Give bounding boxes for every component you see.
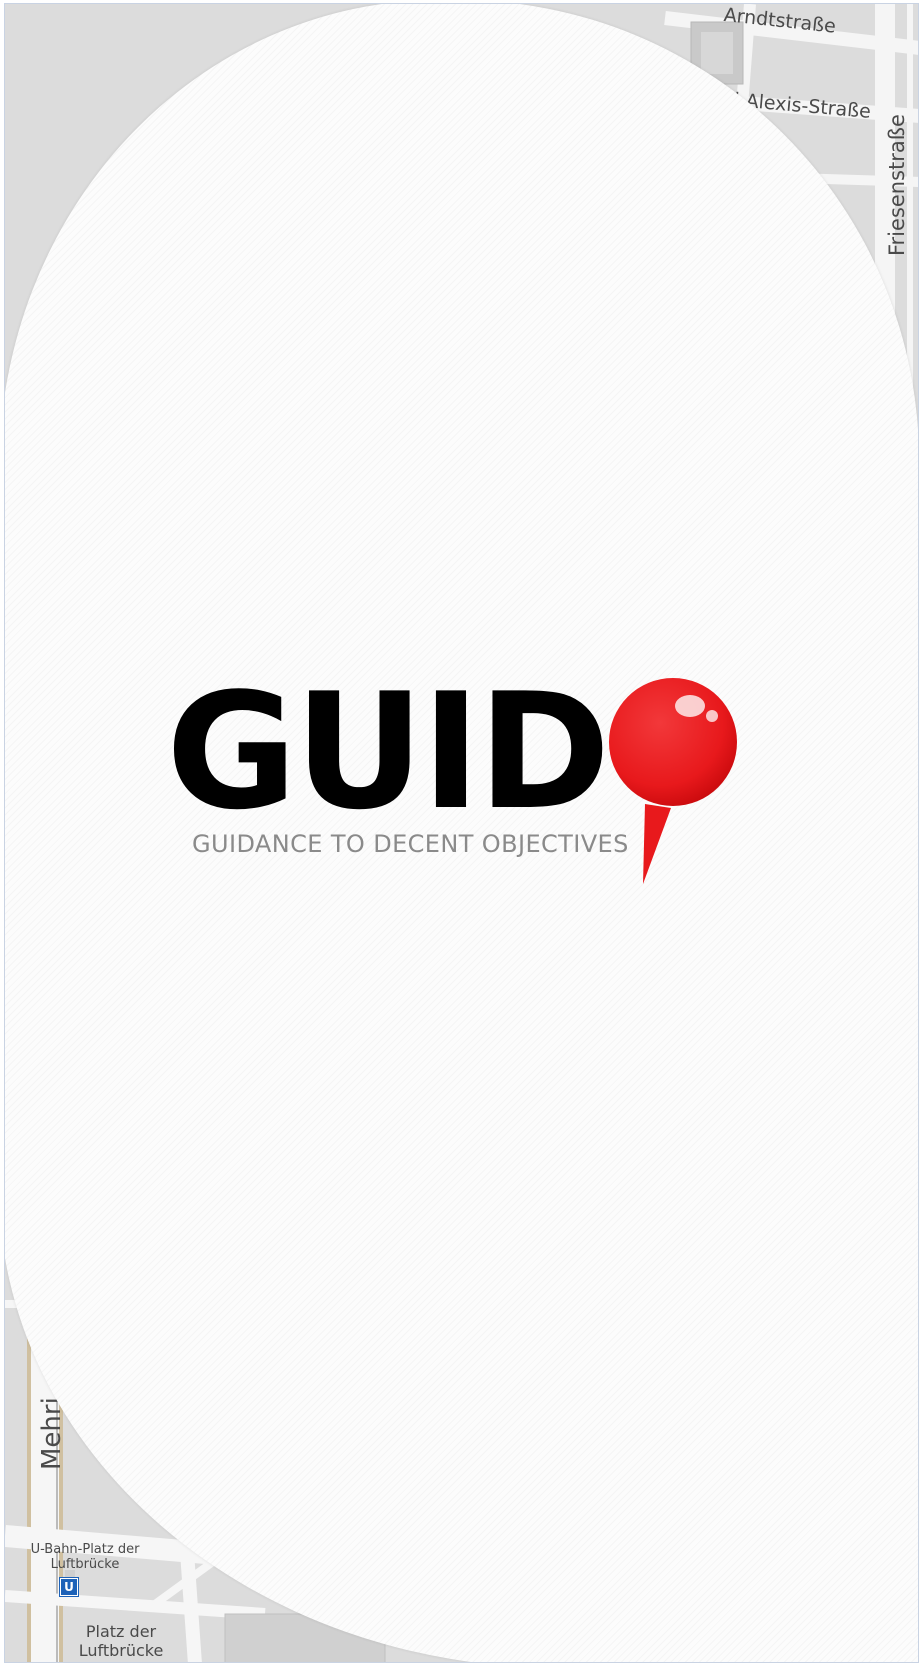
platz-label: Platz der Luftbrücke: [71, 1622, 171, 1660]
ubahn-station-name-line1: U-Bahn-Platz der: [30, 1542, 140, 1557]
ubahn-sign-icon: U: [60, 1578, 78, 1596]
platz-name-line1: Platz der: [85, 1622, 157, 1641]
splash-panel: [5, 4, 918, 1662]
map-pin-icon: [609, 678, 737, 884]
ubahn-sign-letter: U: [64, 1580, 74, 1594]
app-logo: GUID GUIDANCE TO DECENT OBJECTIVES: [5, 4, 918, 1662]
ubahn-station-name-line2: Luftbrücke: [50, 1557, 120, 1572]
ubahn-station-label: U-Bahn-Platz der Luftbrücke: [13, 1542, 157, 1572]
logo-tagline: GUIDANCE TO DECENT OBJECTIVES: [192, 830, 629, 858]
splash-screen: Arndtstraße ld-Alexis-Straße Friesenstra…: [4, 3, 919, 1663]
platz-name-line2: Luftbrücke: [78, 1641, 164, 1660]
logo-wordmark: GUID: [166, 658, 611, 845]
